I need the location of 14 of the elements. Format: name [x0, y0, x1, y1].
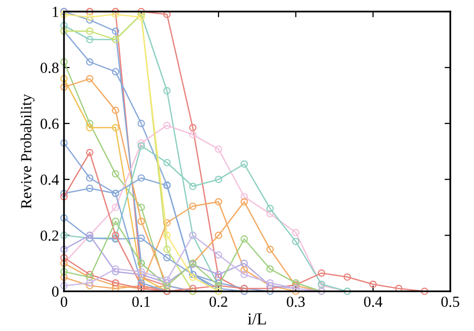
y-tick-label: 1	[52, 6, 58, 17]
y-tick-label: 0.4	[40, 174, 59, 185]
y-tick-label: 0.2	[40, 230, 58, 241]
x-axis-title: i/L	[248, 313, 266, 325]
y-tick-label: 0	[52, 286, 59, 297]
x-tick-label: 0.2	[210, 296, 228, 307]
x-tick-label: 0.1	[132, 296, 150, 307]
y-tick-label: 0.8	[40, 62, 59, 74]
x-tick-label: 0	[60, 296, 68, 307]
x-tick-label: 0.4	[364, 296, 382, 307]
y-axis-title: Revive Probability	[20, 94, 34, 208]
x-tick-label: 0.5	[441, 296, 460, 307]
y-tick-label: 0.6	[40, 118, 59, 129]
x-tick-label: 0.3	[286, 296, 305, 307]
